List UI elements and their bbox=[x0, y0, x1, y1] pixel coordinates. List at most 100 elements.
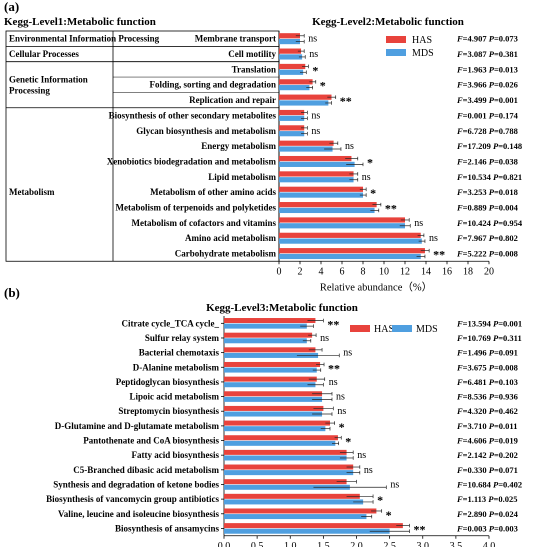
category-label: Folding, sorting and degradation bbox=[149, 80, 276, 90]
stat-part: =3.710 bbox=[463, 421, 489, 431]
x-tick-label: 6 bbox=[340, 266, 345, 277]
stat-label: F=6.481 P=0.103 bbox=[456, 377, 518, 387]
stat-part: P bbox=[489, 249, 495, 259]
stat-part: F bbox=[456, 479, 463, 489]
stat-part: =1.113 bbox=[463, 494, 489, 504]
stat-part: =0.004 bbox=[494, 203, 519, 213]
stat-label: F=17.209 P=0.148 bbox=[456, 141, 522, 151]
x-tick-label: 1.0 bbox=[284, 541, 297, 547]
legend: HAS MDS bbox=[386, 35, 434, 59]
bar-has bbox=[224, 376, 317, 382]
stat-part: F bbox=[456, 362, 463, 372]
stat-part: =3.087 bbox=[463, 49, 489, 59]
stat-label: F=0.001 P=0.174 bbox=[456, 110, 519, 120]
stat-part: F bbox=[456, 318, 463, 328]
stat-label: F=0.330 P=0.071 bbox=[456, 465, 518, 475]
x-tick-label: 20 bbox=[484, 266, 494, 277]
category-label: Metabolism of other amino acids bbox=[150, 187, 276, 197]
stat-label: F=2.142 P=0.202 bbox=[456, 450, 518, 460]
category-label: Sulfur relay system bbox=[145, 333, 220, 343]
level1-label: Metabolism bbox=[9, 187, 55, 197]
category-label: Pantothenate and CoA biosynthesis bbox=[83, 436, 219, 446]
bar-mds bbox=[224, 352, 319, 358]
stat-part: P bbox=[489, 49, 495, 59]
category-label: Translation bbox=[232, 64, 276, 74]
category-label: D-Glutamine and D-glutamate metabolism bbox=[55, 421, 220, 431]
bar-mds bbox=[279, 223, 405, 229]
level1-label: Environmental Information Processing bbox=[9, 34, 160, 44]
level1-label-line: Processing bbox=[9, 86, 50, 96]
stat-part: P bbox=[489, 348, 495, 358]
stat-part: =0.038 bbox=[494, 156, 518, 166]
stat-part: F bbox=[456, 392, 463, 402]
stat-part: =4.320 bbox=[463, 406, 489, 416]
stat-part: =0.003 bbox=[494, 523, 518, 533]
stat-part: F bbox=[456, 187, 463, 197]
stat-part: =4.907 bbox=[463, 34, 489, 44]
significance-label: ns bbox=[429, 233, 438, 244]
stat-part: F bbox=[456, 218, 463, 228]
stat-part: =3.675 bbox=[463, 362, 489, 372]
significance-label: ** bbox=[328, 361, 340, 375]
stat-part: =0.011 bbox=[494, 421, 518, 431]
stat-part: P bbox=[489, 362, 495, 372]
significance-label: ns bbox=[308, 34, 317, 45]
stat-part: F bbox=[456, 421, 463, 431]
stat-part: =0.103 bbox=[494, 377, 518, 387]
bar-mds bbox=[224, 396, 323, 402]
stat-part: =0.026 bbox=[494, 80, 518, 90]
stat-part: =3.966 bbox=[463, 80, 489, 90]
stat-part: P bbox=[489, 406, 495, 416]
stat-part: =0.381 bbox=[494, 49, 518, 59]
bar-has bbox=[224, 318, 316, 324]
stat-part: F bbox=[456, 203, 463, 213]
stat-part: F bbox=[456, 80, 463, 90]
stat-part: =13.594 bbox=[463, 318, 493, 328]
stat-part: F bbox=[456, 523, 463, 533]
stat-label: F=0.889 P=0.004 bbox=[456, 203, 519, 213]
x-tick-label: 10 bbox=[379, 266, 389, 277]
legend-label-mds: MDS bbox=[412, 48, 434, 59]
bar-has bbox=[224, 347, 316, 353]
stat-part: =2.142 bbox=[463, 450, 489, 460]
stat-part: F bbox=[456, 156, 463, 166]
significance-label: * bbox=[320, 79, 326, 93]
stat-part: =8.536 bbox=[463, 392, 489, 402]
stat-part: =1.963 bbox=[463, 64, 489, 74]
stat-part: =0.025 bbox=[494, 494, 518, 504]
stat-part: F bbox=[456, 64, 463, 74]
stat-part: F bbox=[456, 172, 463, 182]
bar-has bbox=[279, 217, 405, 223]
stat-label: F=10.424 P=0.954 bbox=[456, 218, 523, 228]
stat-part: P bbox=[493, 479, 499, 489]
stat-part: F bbox=[456, 233, 463, 243]
bar-has bbox=[224, 508, 377, 514]
stat-part: =7.967 bbox=[463, 233, 489, 243]
stat-part: =0.174 bbox=[494, 110, 519, 120]
bar-has bbox=[279, 33, 300, 39]
legend-label-mds: MDS bbox=[416, 324, 438, 335]
significance-label: ns bbox=[414, 218, 423, 229]
stat-part: F bbox=[456, 249, 463, 259]
category-label: C5-Branched dibasic acid metabolism bbox=[73, 465, 219, 475]
x-tick-label: 1.5 bbox=[317, 541, 330, 547]
x-tick-label: 0.0 bbox=[218, 541, 231, 547]
stat-label: F=10.769 P=0.311 bbox=[456, 333, 522, 343]
bar-has bbox=[224, 332, 313, 338]
stat-label: F=1.496 P=0.091 bbox=[456, 348, 518, 358]
significance-label: ** bbox=[433, 248, 445, 262]
stat-label: F=3.499 P=0.001 bbox=[456, 95, 518, 105]
category-label: Streptomycin biosynthesis bbox=[118, 406, 219, 416]
bar-mds bbox=[224, 499, 364, 505]
stat-label: F=3.675 P=0.008 bbox=[456, 362, 518, 372]
bar-mds bbox=[279, 161, 355, 167]
stat-label: F=3.966 P=0.026 bbox=[456, 80, 518, 90]
stat-part: P bbox=[489, 95, 495, 105]
stat-label: F=0.003 P=0.003 bbox=[456, 523, 518, 533]
stat-part: =0.019 bbox=[494, 436, 518, 446]
bar-mds bbox=[279, 131, 305, 137]
stat-part: =0.001 bbox=[494, 95, 518, 105]
bar-mds bbox=[279, 54, 303, 60]
stat-part: =4.606 bbox=[463, 436, 489, 446]
category-label: Fatty acid biosynthesis bbox=[131, 450, 219, 460]
